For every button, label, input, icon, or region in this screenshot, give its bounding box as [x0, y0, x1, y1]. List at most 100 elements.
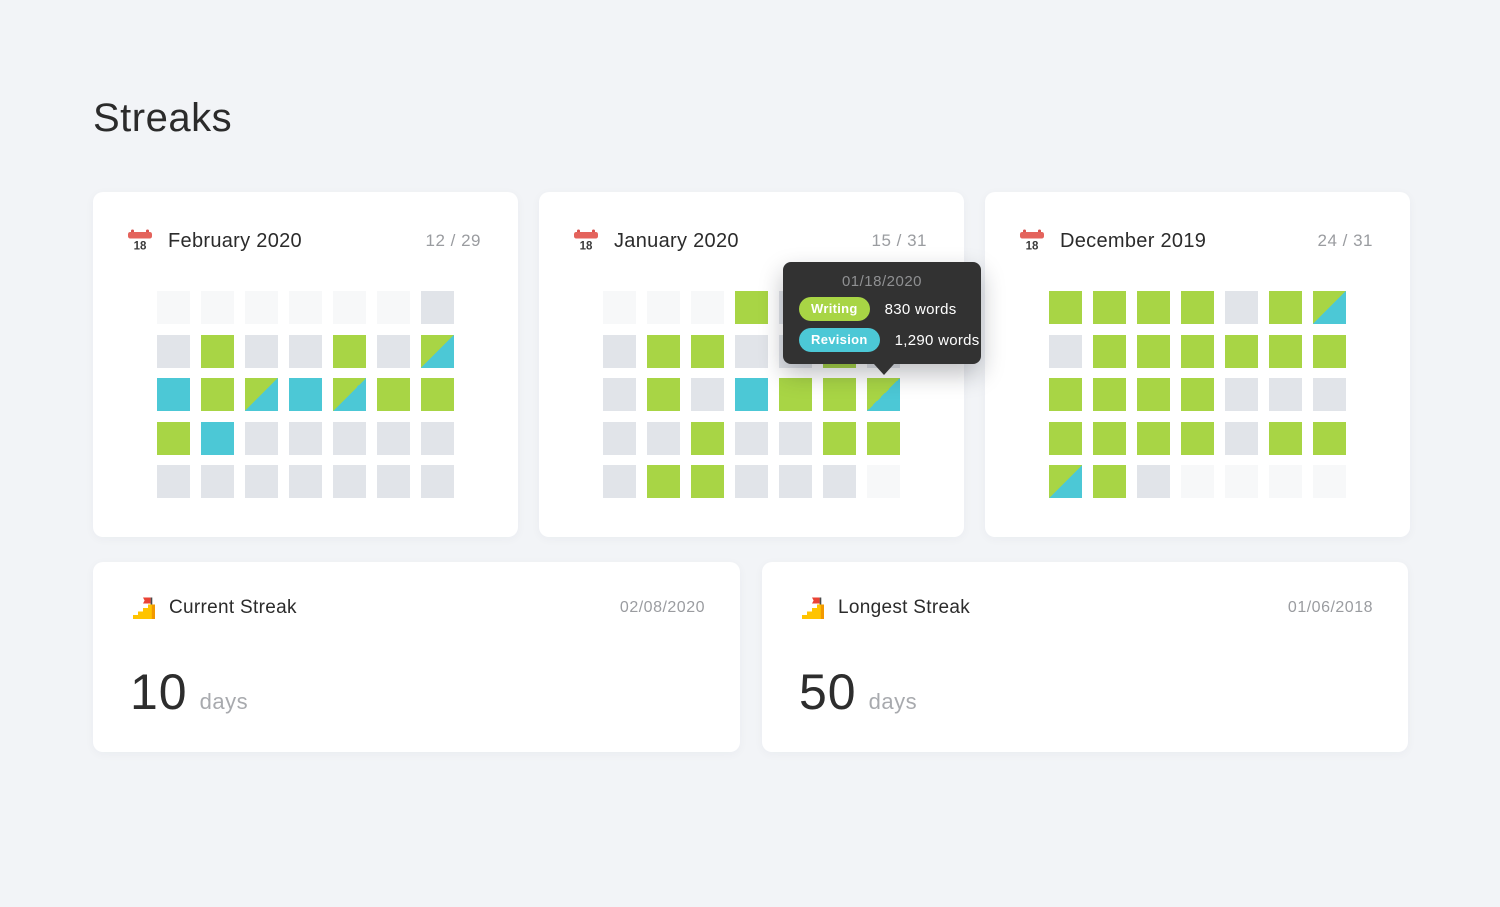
stairs-flag-icon [133, 597, 155, 619]
day-cell-none[interactable] [779, 465, 812, 498]
day-cell-none[interactable] [691, 378, 724, 411]
day-cell-none[interactable] [201, 465, 234, 498]
day-cell-writing[interactable] [1093, 465, 1126, 498]
day-cell-none[interactable] [1225, 421, 1258, 455]
day-detail-tooltip: 01/18/2020 Writing 830 words Revision 1,… [783, 262, 981, 375]
day-cell-none[interactable] [1313, 378, 1346, 411]
day-cell-none[interactable] [603, 465, 636, 498]
streak-days-value: 50 [799, 664, 857, 720]
day-cell-revision[interactable] [735, 378, 768, 411]
day-cell-none[interactable] [157, 334, 190, 368]
streak-days-value: 10 [130, 664, 188, 720]
day-cell-writing[interactable] [1093, 334, 1126, 368]
day-cell-writing[interactable] [201, 334, 234, 368]
day-cell-none[interactable] [603, 421, 636, 455]
month-cards-row: 18 February 2020 12 / 29 18 January 2020… [93, 192, 1410, 537]
day-cell-writing[interactable] [1137, 421, 1170, 455]
day-cell-writing[interactable] [1181, 291, 1214, 324]
day-cell-none[interactable] [1137, 465, 1170, 498]
day-cell-writing[interactable] [735, 291, 768, 324]
day-cell-none[interactable] [157, 465, 190, 498]
day-cell-none[interactable] [289, 334, 322, 368]
day-cell-writing[interactable] [779, 378, 812, 411]
day-cell-out [1225, 465, 1258, 498]
day-cell-both[interactable] [867, 378, 900, 411]
day-cell-none[interactable] [603, 378, 636, 411]
day-cell-out [377, 291, 410, 324]
day-cell-both[interactable] [421, 334, 454, 368]
day-cell-writing[interactable] [421, 378, 454, 411]
day-cell-none[interactable] [245, 465, 278, 498]
tooltip-writing-row: Writing 830 words [799, 297, 981, 321]
day-cell-writing[interactable] [1313, 421, 1346, 455]
day-cell-none[interactable] [333, 421, 366, 455]
day-cell-writing[interactable] [1181, 378, 1214, 411]
day-cell-writing[interactable] [691, 421, 724, 455]
day-cell-writing[interactable] [1137, 291, 1170, 324]
tooltip-date: 01/18/2020 [841, 273, 923, 290]
day-cell-none[interactable] [245, 334, 278, 368]
day-cell-none[interactable] [421, 291, 454, 324]
day-cell-writing[interactable] [1269, 334, 1302, 368]
day-cell-none[interactable] [735, 334, 768, 368]
day-cell-writing[interactable] [157, 421, 190, 455]
day-cell-writing[interactable] [1093, 378, 1126, 411]
day-cell-writing[interactable] [823, 378, 856, 411]
day-cell-none[interactable] [377, 334, 410, 368]
day-cell-both[interactable] [1313, 291, 1346, 324]
day-cell-writing[interactable] [201, 378, 234, 411]
day-cell-none[interactable] [823, 465, 856, 498]
day-cell-writing[interactable] [867, 421, 900, 455]
day-cell-none[interactable] [377, 421, 410, 455]
day-cell-revision[interactable] [201, 421, 234, 455]
day-cell-none[interactable] [779, 421, 812, 455]
day-cell-writing[interactable] [1137, 378, 1170, 411]
calendar-icon: 18 [128, 229, 152, 253]
day-cell-writing[interactable] [823, 421, 856, 455]
day-cell-writing[interactable] [1093, 421, 1126, 455]
day-cell-writing[interactable] [1181, 334, 1214, 368]
day-cell-both[interactable] [1049, 465, 1082, 498]
month-header: 18 December 2019 24 / 31 [1019, 228, 1373, 254]
day-cell-writing[interactable] [1269, 421, 1302, 455]
day-cell-none[interactable] [1225, 378, 1258, 411]
day-cell-writing[interactable] [647, 378, 680, 411]
day-cell-none[interactable] [647, 421, 680, 455]
day-cell-out [647, 291, 680, 324]
day-cell-none[interactable] [245, 421, 278, 455]
streak-header: Longest Streak 01/06/2018 [800, 595, 1373, 621]
day-cell-writing[interactable] [691, 334, 724, 368]
day-cell-writing[interactable] [1049, 378, 1082, 411]
day-cell-writing[interactable] [377, 378, 410, 411]
calendar-icon: 18 [1020, 229, 1044, 253]
day-cell-none[interactable] [289, 421, 322, 455]
day-cell-none[interactable] [421, 465, 454, 498]
day-cell-none[interactable] [1269, 378, 1302, 411]
day-cell-out [1181, 465, 1214, 498]
day-cell-writing[interactable] [333, 334, 366, 368]
day-cell-writing[interactable] [1313, 334, 1346, 368]
day-cell-none[interactable] [735, 421, 768, 455]
day-cell-writing[interactable] [647, 334, 680, 368]
day-cell-none[interactable] [603, 334, 636, 368]
day-cell-writing[interactable] [1049, 291, 1082, 324]
day-cell-writing[interactable] [691, 465, 724, 498]
day-cell-revision[interactable] [289, 378, 322, 411]
day-cell-writing[interactable] [1181, 421, 1214, 455]
day-cell-revision[interactable] [157, 378, 190, 411]
day-cell-none[interactable] [377, 465, 410, 498]
day-cell-none[interactable] [1225, 291, 1258, 324]
day-cell-none[interactable] [333, 465, 366, 498]
day-cell-writing[interactable] [1093, 291, 1126, 324]
day-cell-writing[interactable] [1269, 291, 1302, 324]
day-cell-none[interactable] [1049, 334, 1082, 368]
day-cell-none[interactable] [289, 465, 322, 498]
day-cell-both[interactable] [333, 378, 366, 411]
day-cell-none[interactable] [735, 465, 768, 498]
day-cell-writing[interactable] [1225, 334, 1258, 368]
day-cell-writing[interactable] [647, 465, 680, 498]
day-cell-writing[interactable] [1049, 421, 1082, 455]
day-cell-writing[interactable] [1137, 334, 1170, 368]
day-cell-both[interactable] [245, 378, 278, 411]
day-cell-none[interactable] [421, 421, 454, 455]
